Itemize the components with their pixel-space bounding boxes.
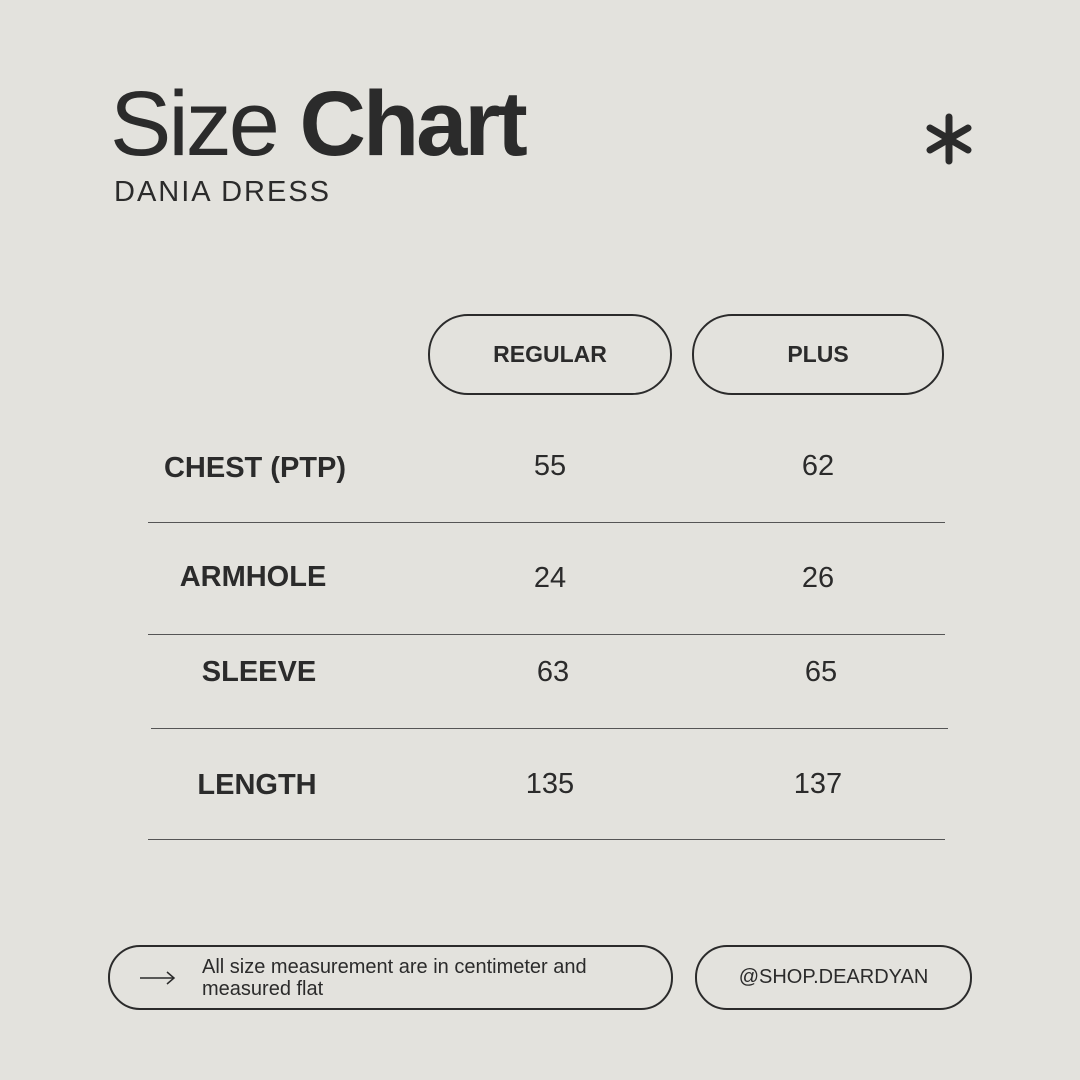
cell-value: 26	[801, 562, 835, 594]
row-label-chest: CHEST (PTP)	[163, 452, 347, 484]
row-label-armhole: ARMHOLE	[179, 561, 327, 593]
row-divider	[148, 634, 945, 635]
cell-value: 24	[533, 562, 567, 594]
asterisk-icon	[926, 113, 972, 165]
page-title: Size Chart	[110, 73, 528, 175]
column-header-regular: REGULAR	[428, 314, 672, 395]
row-divider	[148, 522, 945, 523]
shop-handle: @SHOP.DEARDYAN	[695, 945, 972, 1010]
row-label-length: LENGTH	[197, 769, 317, 801]
cell-value: 63	[536, 656, 570, 688]
row-divider	[151, 728, 948, 729]
shop-handle-text: @SHOP.DEARDYAN	[738, 966, 929, 988]
arrow-right-icon	[140, 970, 176, 985]
row-label-sleeve: SLEEVE	[201, 656, 317, 688]
cell-value: 55	[533, 450, 567, 482]
cell-value: 135	[525, 768, 575, 800]
cell-value: 65	[804, 656, 838, 688]
note-text: All size measurement are in centimeter a…	[202, 955, 587, 1000]
measurement-note: All size measurement are in centimeter a…	[108, 945, 673, 1010]
cell-value: 137	[793, 768, 843, 800]
product-name: DANIA DRESS	[114, 176, 331, 208]
row-divider	[148, 839, 945, 840]
cell-value: 62	[801, 450, 835, 482]
column-header-plus: PLUS	[692, 314, 944, 395]
